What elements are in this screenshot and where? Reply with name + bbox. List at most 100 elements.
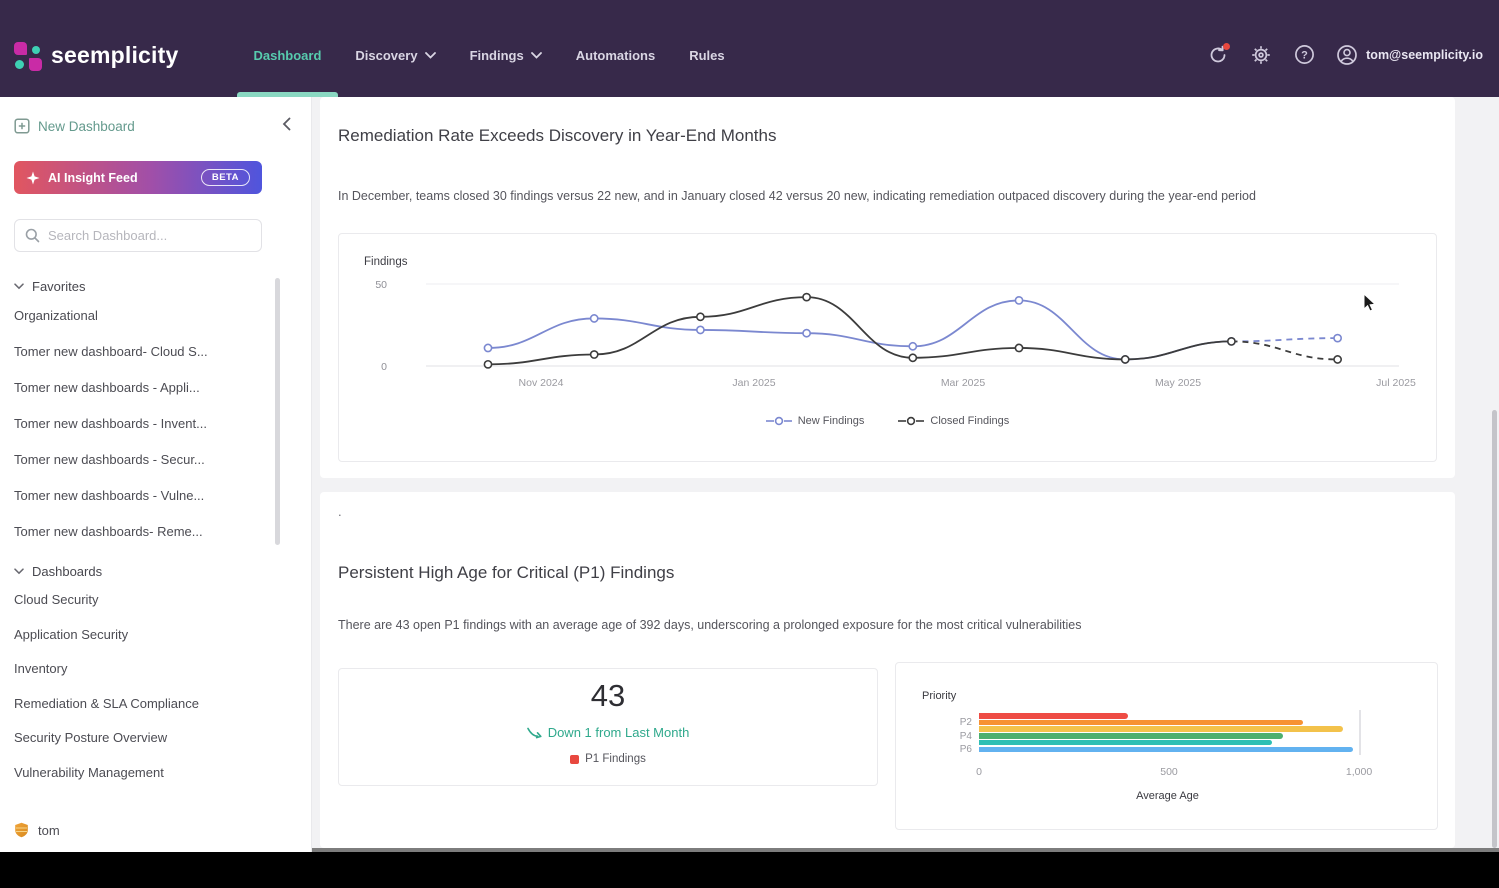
notification-dot	[1223, 42, 1231, 50]
ai-insight-feed-button[interactable]: AI Insight Feed BETA	[14, 161, 262, 194]
user-shield-icon	[15, 822, 28, 838]
sparkle-icon	[26, 171, 40, 184]
sidebar-scrollbar-thumb[interactable]	[275, 278, 280, 545]
bar-xtick-label: 0	[976, 766, 982, 778]
nav-item-automations[interactable]: Automations	[559, 14, 672, 97]
sidebar-list-item[interactable]: Security Posture Overview	[14, 730, 168, 745]
chevron-down-icon	[424, 52, 436, 59]
favorites-list: Organizational Tomer new dashboard- Cloud…	[14, 298, 295, 550]
svg-text:?: ?	[1301, 50, 1308, 62]
gear-icon[interactable]	[1250, 44, 1272, 66]
bar-P4	[979, 733, 1284, 739]
findings-line-chart: Findings 50 0 Nov 2024 Jan 2025 Mar 2025 May 2…	[364, 256, 1416, 389]
bar-P3	[979, 726, 1343, 732]
svg-text:Findings: Findings	[364, 256, 408, 268]
sidebar-list-item[interactable]: Tomer new dashboards - Secur...	[14, 452, 205, 467]
top-navbar: seemplicity Dashboard Discovery Findings…	[0, 0, 1499, 97]
chart-legend: New Findings Closed Findings	[339, 415, 1436, 427]
svg-text:Jul 2025: Jul 2025	[1376, 377, 1416, 389]
trend-indicator: Down 1 from Last Month	[339, 725, 877, 740]
brand-logo[interactable]: seemplicity	[14, 41, 179, 71]
sidebar-collapse-button[interactable]	[275, 113, 297, 135]
sidebar-list-item[interactable]: Cloud Security	[14, 592, 99, 607]
ai-insight-feed-label: AI Insight Feed	[48, 170, 138, 185]
page-scrollbar-thumb[interactable]	[1492, 410, 1497, 848]
legend-label: Closed Findings	[930, 415, 1010, 427]
bar-P6	[979, 746, 1353, 753]
sync-icon[interactable]	[1207, 42, 1231, 66]
plus-square-icon	[14, 118, 30, 134]
insight-subtitle: In December, teams closed 30 findings ve…	[338, 189, 1256, 203]
letterbox-bottom	[0, 852, 1499, 888]
nav-label: Findings	[469, 48, 524, 63]
legend-item[interactable]: Closed Findings	[898, 415, 1009, 427]
findings-line-chart-panel: Findings 50 0 Nov 2024 Jan 2025 Mar 2025 May 2…	[338, 233, 1437, 462]
bottom-divider	[0, 848, 1499, 852]
main-nav: Dashboard Discovery Findings Automations…	[236, 14, 742, 97]
sidebar-list-item[interactable]: Tomer new dashboards - Appli...	[14, 380, 200, 395]
nav-item-discovery[interactable]: Discovery	[338, 14, 452, 97]
bar-xtick-label: 500	[1160, 766, 1178, 778]
nav-label: Dashboard	[253, 48, 322, 63]
nav-label: Discovery	[355, 48, 418, 63]
sidebar-list-item[interactable]: Tomer new dashboard- Cloud S...	[14, 344, 208, 359]
legend-swatch	[570, 754, 580, 764]
bar-P2	[979, 719, 1303, 726]
svg-text:50: 50	[375, 279, 387, 291]
nav-label: Automations	[575, 48, 656, 63]
nav-item-rules[interactable]: Rules	[672, 14, 741, 97]
sidebar-list-item[interactable]: Application Security	[14, 626, 129, 642]
sidebar-list-item[interactable]: Tomer new dashboards - Invent...	[14, 416, 207, 431]
sidebar-list-item[interactable]: Vulnerability Management	[14, 764, 164, 780]
bar-gridline	[1359, 710, 1362, 756]
user-email: tom@seemplicity.io	[1366, 47, 1483, 62]
legend-marker-icon	[898, 416, 925, 426]
dashboards-section-header[interactable]: Dashboards	[14, 564, 295, 579]
search-input[interactable]	[48, 228, 251, 243]
sidebar-list-item[interactable]: Tomer new dashboards - Vulne...	[14, 488, 205, 503]
collapsed-text-dot: .	[338, 504, 342, 519]
insight-title: Persistent High Age for Critical (P1) Fi…	[338, 563, 675, 582]
insight-title: Remediation Rate Exceeds Discovery in Ye…	[338, 126, 777, 145]
sidebar-list-item[interactable]: Remediation & SLA Compliance	[14, 695, 199, 711]
bar-xtick-label: 1,000	[1345, 766, 1373, 778]
bar-axis-title: Priority	[922, 690, 957, 702]
sidebar-list-item[interactable]: Tomer new dashboards- Reme...	[14, 524, 203, 539]
favorites-section-header[interactable]: Favorites	[14, 279, 295, 294]
legend-label: P1 Findings	[585, 753, 646, 765]
p1-findings-count: 43	[590, 678, 626, 713]
svg-text:0: 0	[381, 361, 387, 373]
chevron-down-icon	[14, 283, 24, 290]
dashboards-list: Cloud Security Application Security Invent…	[14, 583, 295, 790]
seemplicity-logo-icon	[14, 41, 42, 71]
bar-P1	[979, 713, 1128, 719]
bar-ytick-label: P6	[959, 744, 972, 755]
favorites-header-label: Favorites	[32, 279, 86, 294]
user-menu[interactable]: tom@seemplicity.io	[1336, 44, 1483, 66]
sidebar-list-item[interactable]: Inventory	[14, 661, 68, 676]
legend-label: New Findings	[797, 415, 865, 427]
bar-P5	[979, 739, 1272, 746]
main-content: Remediation Rate Exceeds Discovery in Ye…	[312, 97, 1499, 852]
beta-badge: BETA	[200, 169, 250, 186]
trending-down-icon	[526, 727, 542, 738]
sidebar-user[interactable]: tom	[14, 822, 60, 838]
navbar-right-cluster: ? tom@seemplicity.io	[1207, 0, 1483, 97]
nav-item-findings[interactable]: Findings	[453, 14, 559, 97]
stat-legend[interactable]: P1 Findings	[339, 753, 877, 765]
sidebar-list-item[interactable]: Organizational	[14, 308, 98, 323]
legend-marker-icon	[765, 416, 792, 426]
nav-item-dashboard[interactable]: Dashboard	[236, 14, 339, 97]
search-icon	[25, 228, 40, 243]
legend-item[interactable]: New Findings	[765, 415, 865, 427]
chevron-down-icon	[530, 52, 542, 59]
chevron-down-icon	[14, 568, 24, 575]
svg-text:Mar 2025: Mar 2025	[941, 377, 986, 389]
new-dashboard-button[interactable]: New Dashboard	[14, 115, 295, 137]
bar-ytick-label: P4	[959, 730, 972, 742]
nav-label: Rules	[689, 48, 725, 63]
help-icon[interactable]: ?	[1293, 44, 1315, 66]
insight-card-p1-age: . Persistent High Age for Critical (P1) …	[320, 492, 1455, 848]
svg-text:Nov 2024: Nov 2024	[519, 377, 564, 389]
bar-ytick-label: P2	[959, 717, 972, 729]
